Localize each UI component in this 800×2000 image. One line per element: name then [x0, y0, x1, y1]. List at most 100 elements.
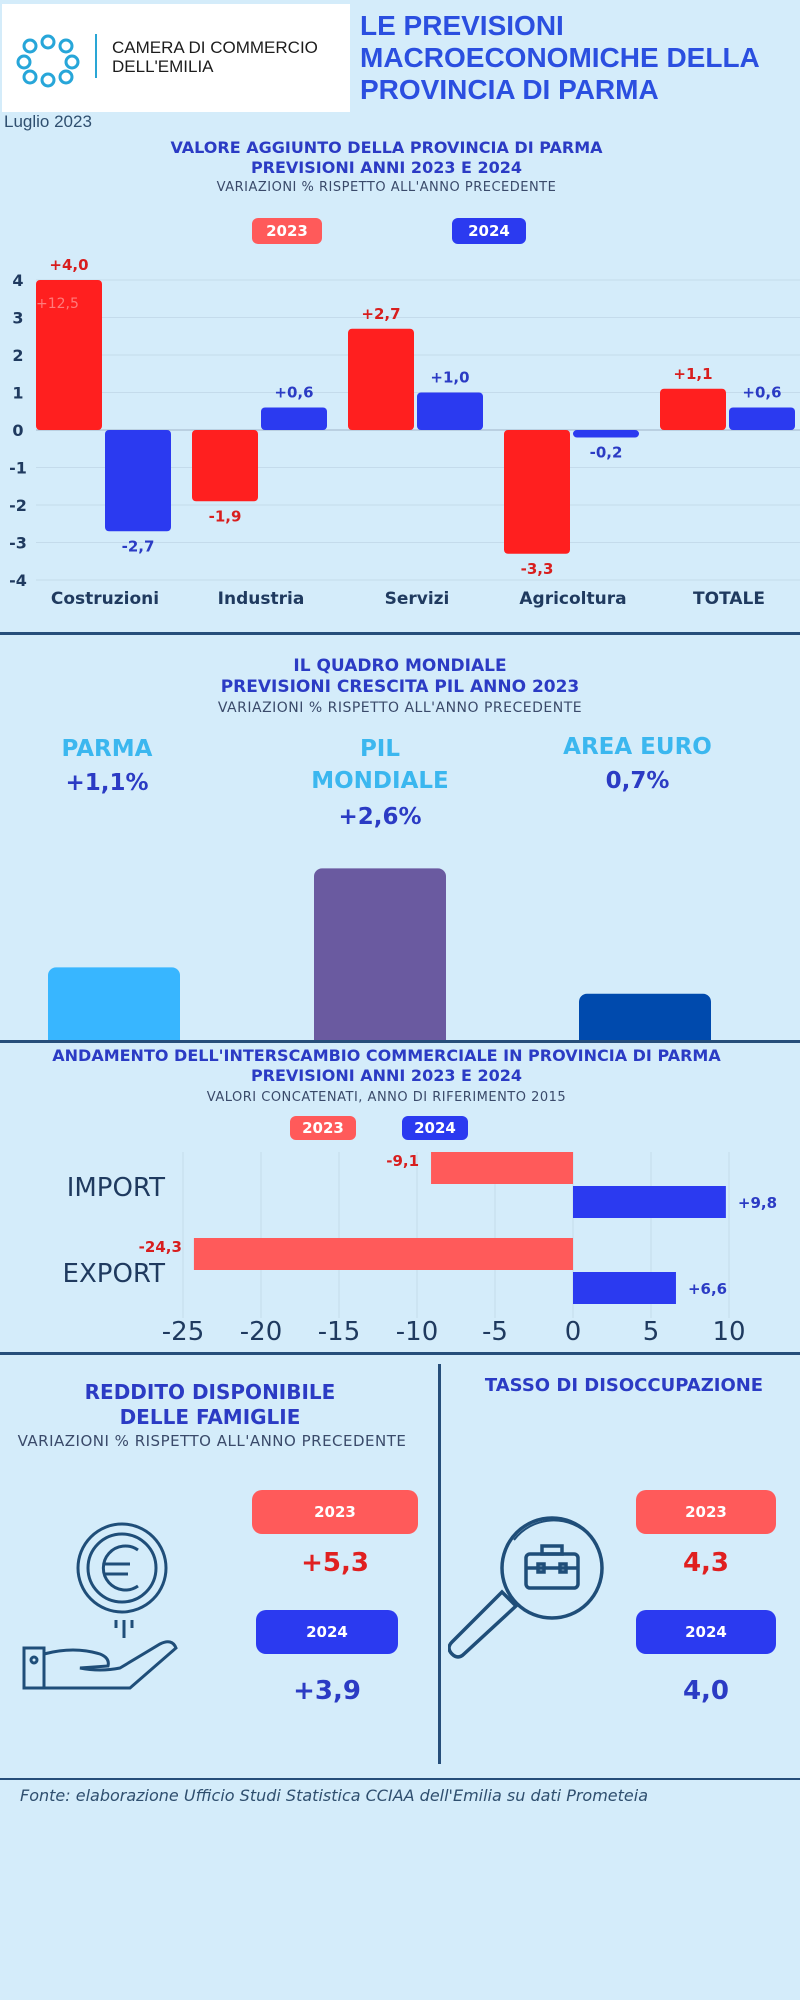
bar-2024	[261, 407, 327, 430]
section1-subtitle: VARIAZIONI % RISPETTO ALL'ANNO PRECEDENT…	[216, 180, 557, 195]
x-tick-label: -20	[240, 1317, 282, 1347]
x-category-label: Costruzioni	[51, 589, 159, 609]
bar-2023	[660, 388, 726, 430]
section3-subtitle: VALORI CONCATENATI, ANNO DI RIFERIMENTO …	[206, 1090, 567, 1105]
section4-title: REDDITO DISPONIBILE DELLE FAMIGLIE	[0, 1380, 420, 1430]
value-added-bar-chart: 4 3 2 1 0 -1 -2 -3 -4 Costruzioni +4,0 -2,7 Industri…	[9, 256, 800, 609]
trade-value-label: +6,6	[688, 1280, 727, 1298]
bar-2024	[417, 392, 483, 430]
y-tick-label: 0	[12, 421, 23, 440]
trade-value-label: +9,8	[738, 1194, 777, 1212]
y-tick-label: -4	[9, 571, 27, 590]
y-tick-label: 1	[12, 384, 23, 403]
bar-value-label: -3,3	[521, 560, 554, 578]
trade-bar-2024	[573, 1186, 726, 1218]
y-tick-label: -3	[9, 534, 27, 553]
unemployment-value-2023: 4,3	[682, 1548, 730, 1578]
logo-box	[2, 4, 350, 112]
y-tick-label: 2	[12, 346, 23, 365]
pil-label: PIL MONDIALE	[290, 736, 470, 794]
bar-value-label: -1,9	[209, 507, 242, 525]
section2-subtitle: VARIAZIONI % RISPETTO ALL'ANNO PRECEDENT…	[217, 700, 583, 716]
x-tick-label: -25	[162, 1317, 204, 1347]
bar-2024	[729, 407, 795, 430]
trade-value-label: -24,3	[139, 1238, 182, 1256]
section1-title-line2: PREVISIONI ANNI 2023 E 2024	[250, 158, 523, 177]
y-tick-label: 4	[12, 271, 23, 290]
page-title: LE PREVISIONI MACROECONOMICHE DELLA PROV…	[360, 10, 800, 106]
income-value-2023: +5,3	[301, 1548, 369, 1578]
page-title-line1: LE PREVISIONI	[360, 10, 564, 41]
section3-title-line1: ANDAMENTO DELL'INTERSCAMBIO COMMERCIALE …	[52, 1046, 721, 1065]
section2-title-line1: IL QUADRO MONDIALE	[293, 656, 507, 676]
trade-bar-2023	[193, 1238, 574, 1270]
x-tick-label: 0	[565, 1317, 582, 1347]
bar-2024	[573, 430, 639, 438]
chamber-logo-icon	[16, 34, 80, 88]
euro-value: 0,7%	[605, 768, 670, 794]
x-tick-label: 10	[712, 1317, 745, 1347]
legend-2023: 2023	[252, 218, 322, 244]
x-category-label: TOTALE	[693, 589, 765, 609]
section2-title-line2: PREVISIONI CRESCITA PIL ANNO 2023	[220, 677, 580, 697]
page-title-line3: PROVINCIA DI PARMA	[360, 74, 659, 105]
section3-title-line2: PREVISIONI ANNI 2023 E 2024	[250, 1066, 523, 1085]
gdp-growth-bar-chart	[48, 868, 711, 1042]
bar-2023	[504, 430, 570, 554]
section1-title-line1: VALORE AGGIUNTO DELLA PROVINCIA DI PARMA	[170, 138, 603, 157]
gdp-bar	[314, 868, 446, 1042]
divider-2	[0, 1040, 800, 1043]
publication-date: Luglio 2023	[4, 112, 92, 131]
x-category-label: Industria	[218, 589, 305, 609]
legend-2024: 2024	[452, 218, 526, 244]
parma-value: +1,1%	[65, 770, 149, 796]
x-category-label: Servizi	[385, 589, 450, 609]
divider-vertical	[438, 1364, 441, 1764]
income-pill-2024: 2024	[256, 1610, 398, 1654]
parma-label: PARMA	[61, 736, 153, 762]
legend-2023-trade: 2023	[290, 1116, 356, 1140]
pil-value: +2,6%	[338, 804, 422, 830]
section5-title: TASSO DI DISOCCUPAZIONE	[484, 1375, 764, 1396]
income-pill-2023: 2023	[252, 1490, 418, 1534]
trade-bar-2024	[573, 1272, 676, 1304]
section4-subtitle: VARIAZIONI % RISPETTO ALL'ANNO PRECEDENT…	[17, 1432, 407, 1450]
source-footer: Fonte: elaborazione Ufficio Studi Statis…	[20, 1786, 649, 1805]
bar-value-label: +2,7	[361, 305, 400, 323]
section3-title: ANDAMENTO DELL'INTERSCAMBIO COMMERCIALE …	[0, 1046, 773, 1086]
y-tick-label: -1	[9, 459, 27, 478]
section4-title-line2: DELLE FAMIGLIE	[119, 1405, 301, 1429]
pil-label-line1: PIL	[359, 736, 401, 762]
trade-bar-2023	[431, 1152, 573, 1184]
euro-coin-hand-icon	[22, 1522, 178, 1690]
bar-2024	[105, 430, 171, 532]
bar-2023	[192, 430, 258, 502]
trade-bar-chart: -25 -20 -15 -10 -5 0 5 10 IMPORT -9,1 +9,8 EXPORT -2…	[63, 1152, 777, 1347]
divider-4	[0, 1778, 800, 1780]
x-tick-label: 5	[643, 1317, 660, 1347]
divider-1	[0, 632, 800, 635]
gdp-bar	[48, 967, 180, 1042]
org-name: CAMERA DI COMMERCIO DELL'EMILIA	[112, 38, 318, 76]
y-tick-label: -2	[9, 496, 27, 515]
section2-title: IL QUADRO MONDIALE PREVISIONI CRESCITA P…	[0, 656, 800, 698]
y-tick-label: 3	[12, 309, 23, 328]
org-name-line1: CAMERA DI COMMERCIO	[112, 38, 318, 57]
income-value-2024: +3,9	[293, 1676, 361, 1706]
section4-title-line1: REDDITO DISPONIBILE	[84, 1380, 336, 1404]
x-tick-label: -10	[396, 1317, 438, 1347]
bar-value-label: +0,6	[742, 384, 781, 402]
bar-2023	[348, 328, 414, 430]
bar-value-label: +4,0	[49, 256, 88, 274]
bar-value-label: -0,2	[590, 444, 623, 462]
unemployment-pill-2023: 2023	[636, 1490, 776, 1534]
x-tick-label: -15	[318, 1317, 360, 1347]
magnifier-briefcase-icon	[448, 1516, 604, 1659]
divider-3	[0, 1352, 800, 1355]
x-category-label: Agricoltura	[519, 589, 626, 609]
unemployment-pill-2024: 2024	[636, 1610, 776, 1654]
trade-value-label: -9,1	[386, 1152, 419, 1170]
faded-label: +12,5	[36, 296, 79, 312]
bar-value-label: +1,1	[673, 365, 712, 383]
euro-label: AREA EURO	[563, 734, 712, 760]
